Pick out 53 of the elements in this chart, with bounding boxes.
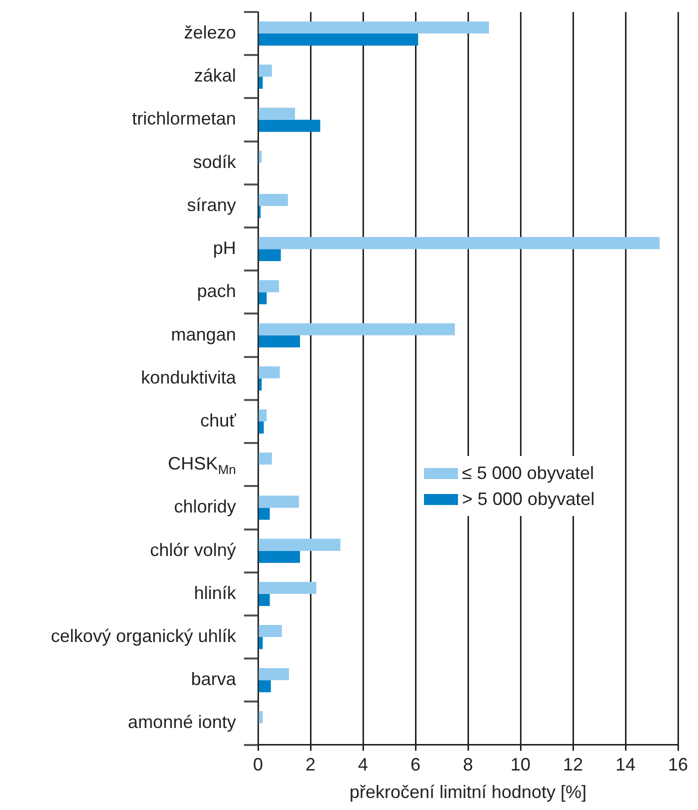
bar bbox=[258, 21, 489, 34]
bar bbox=[258, 550, 300, 563]
bar bbox=[258, 409, 267, 422]
bar bbox=[258, 280, 279, 292]
bar bbox=[258, 108, 296, 120]
bar bbox=[258, 624, 282, 638]
y-tick-label: zákal bbox=[194, 66, 236, 86]
x-tick-label: 10 bbox=[510, 754, 531, 775]
bar bbox=[258, 496, 299, 508]
bar bbox=[258, 594, 270, 606]
bar bbox=[258, 668, 289, 680]
x-tick-label: 6 bbox=[410, 754, 421, 775]
y-tick-label: chloridy bbox=[174, 496, 236, 517]
y-tick-label: konduktivita bbox=[140, 367, 237, 388]
legend-label: ≤ 5 000 obyvatel bbox=[462, 462, 594, 484]
bar bbox=[258, 120, 320, 132]
bar bbox=[258, 249, 281, 262]
y-tick-label: chlór volný bbox=[150, 540, 236, 560]
bar bbox=[258, 680, 271, 692]
x-axis-title: překročení limitní hodnoty [%] bbox=[349, 782, 587, 802]
bar bbox=[258, 323, 455, 336]
bar bbox=[258, 422, 264, 434]
y-tick-label: sírany bbox=[186, 194, 236, 215]
x-tick-label: 14 bbox=[615, 754, 636, 775]
x-tick-label: 8 bbox=[462, 754, 474, 775]
y-tick-label: chuť bbox=[200, 410, 236, 430]
y-tick-label: amonné ionty bbox=[128, 712, 236, 732]
x-tick-label: 4 bbox=[358, 754, 368, 775]
x-tick-label: 16 bbox=[668, 754, 688, 775]
bar bbox=[258, 538, 340, 551]
legend-label: > 5 000 obyvatel bbox=[462, 488, 595, 510]
bar bbox=[258, 582, 316, 594]
x-tick-label: 0 bbox=[252, 754, 264, 775]
y-tick-label: mangan bbox=[170, 324, 236, 344]
bar bbox=[258, 194, 288, 206]
y-tick-label: železo bbox=[184, 22, 236, 43]
y-tick-label: trichlormetan bbox=[132, 108, 236, 129]
bar bbox=[258, 34, 418, 46]
bar bbox=[258, 508, 270, 520]
x-tick-label: 2 bbox=[305, 754, 316, 775]
bar bbox=[258, 237, 660, 250]
y-tick-label: sodík bbox=[192, 152, 237, 172]
y-tick-label: barva bbox=[190, 669, 237, 690]
y-tick-label: celkový organický uhlík bbox=[50, 626, 237, 646]
x-tick-label: 12 bbox=[562, 754, 584, 775]
bar bbox=[258, 335, 300, 348]
y-tick-label: hliník bbox=[194, 582, 237, 603]
bar bbox=[258, 64, 272, 77]
bar bbox=[258, 366, 280, 378]
y-tick-label: pH bbox=[212, 238, 236, 258]
bar bbox=[258, 452, 272, 465]
bar bbox=[258, 292, 267, 304]
y-tick-label: pach bbox=[196, 281, 236, 302]
